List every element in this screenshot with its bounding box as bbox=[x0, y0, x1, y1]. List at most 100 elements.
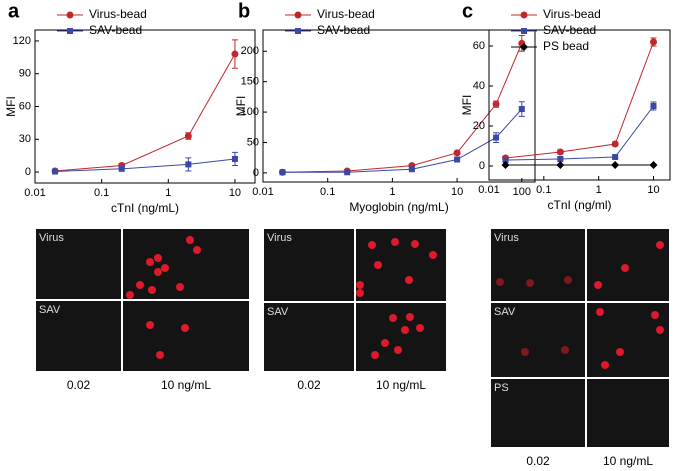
x-tick-label: 0.01 bbox=[24, 187, 45, 199]
bead bbox=[371, 351, 379, 359]
marker bbox=[453, 149, 461, 157]
x-axis-label: cTnI (ng/mL) bbox=[111, 201, 179, 215]
marker bbox=[185, 161, 192, 168]
bead bbox=[594, 281, 602, 289]
marker bbox=[231, 155, 238, 162]
image-column-label: 0.02 bbox=[297, 378, 321, 392]
marker bbox=[649, 38, 657, 46]
legend-label: SAV-bead bbox=[89, 23, 142, 37]
marker bbox=[501, 161, 510, 169]
image-row-label: Virus bbox=[39, 232, 64, 244]
bead bbox=[126, 291, 134, 299]
bead bbox=[146, 258, 154, 266]
y-tick-label: 40 bbox=[473, 80, 485, 92]
marker bbox=[492, 100, 500, 108]
image-column-label: 0.02 bbox=[526, 454, 550, 468]
bead bbox=[374, 261, 382, 269]
x-axis-label: cTnI (ng/ml) bbox=[547, 198, 611, 212]
series-line bbox=[505, 41, 654, 159]
x-tick-label: 1 bbox=[596, 184, 602, 196]
micrograph bbox=[121, 227, 251, 301]
y-tick-label: 30 bbox=[19, 133, 31, 145]
x-tick-label: 10 bbox=[229, 187, 241, 199]
marker bbox=[520, 11, 528, 19]
marker bbox=[612, 154, 619, 160]
marker bbox=[611, 140, 619, 148]
image-row-label: Virus bbox=[267, 232, 292, 244]
series-line bbox=[55, 158, 235, 173]
image-column-label: 10 ng/mL bbox=[603, 454, 653, 468]
bead bbox=[564, 276, 572, 284]
bead bbox=[381, 339, 389, 347]
micrograph bbox=[354, 301, 448, 373]
marker bbox=[556, 161, 565, 169]
x-tick-label: 0.1 bbox=[536, 184, 551, 196]
bead bbox=[616, 348, 624, 356]
bead bbox=[596, 308, 604, 316]
bead bbox=[136, 281, 144, 289]
marker bbox=[67, 28, 73, 34]
image-row-label: Virus bbox=[494, 232, 519, 244]
marker bbox=[520, 43, 528, 51]
image-column-label: 0.02 bbox=[67, 378, 91, 392]
marker bbox=[557, 156, 564, 162]
y-tick-label: 90 bbox=[19, 68, 31, 80]
y-tick-label: 50 bbox=[247, 136, 259, 148]
micrograph bbox=[121, 299, 251, 373]
micrograph bbox=[585, 377, 671, 449]
bead bbox=[651, 311, 659, 319]
legend-label: SAV-bead bbox=[543, 23, 596, 37]
series-line bbox=[282, 108, 523, 173]
bead bbox=[561, 346, 569, 354]
bead bbox=[656, 241, 664, 249]
legend-label: Virus-bead bbox=[317, 7, 375, 21]
y-axis-label: MFI bbox=[460, 95, 474, 116]
bead bbox=[161, 264, 169, 272]
y-tick-label: 120 bbox=[13, 35, 31, 47]
marker bbox=[279, 169, 286, 176]
x-tick-label: 1 bbox=[389, 186, 395, 198]
micrograph bbox=[34, 227, 123, 301]
series-line bbox=[55, 53, 236, 172]
marker bbox=[231, 50, 239, 58]
panel-letter: c bbox=[462, 0, 473, 22]
bead bbox=[186, 236, 194, 244]
bead bbox=[148, 286, 156, 294]
panel-letter: a bbox=[8, 0, 20, 22]
x-tick-label: 0.1 bbox=[94, 187, 109, 199]
bead bbox=[176, 283, 184, 291]
marker bbox=[66, 11, 74, 19]
image-row-label: SAV bbox=[39, 304, 61, 316]
x-tick-label: 10 bbox=[451, 186, 463, 198]
legend-label: PS bead bbox=[543, 39, 589, 53]
image-column-label: 10 ng/mL bbox=[376, 378, 426, 392]
x-tick-label: 0.01 bbox=[252, 186, 273, 198]
bead bbox=[429, 251, 437, 259]
x-tick-label: 0.1 bbox=[320, 186, 335, 198]
bead bbox=[356, 281, 364, 289]
y-tick-label: 60 bbox=[473, 40, 485, 52]
legend-label: SAV-bead bbox=[317, 23, 370, 37]
marker bbox=[294, 11, 302, 19]
y-axis-label: MFI bbox=[4, 96, 18, 117]
image-row-label: SAV bbox=[494, 306, 516, 318]
y-tick-label: 20 bbox=[473, 120, 485, 132]
legend-label: Virus-bead bbox=[543, 7, 601, 21]
marker bbox=[118, 165, 125, 172]
micrograph bbox=[489, 377, 587, 449]
bead bbox=[193, 246, 201, 254]
series-line bbox=[505, 105, 654, 161]
micrograph bbox=[34, 299, 123, 373]
x-axis-label: Myoglobin (ng/mL) bbox=[349, 200, 448, 214]
bead bbox=[405, 276, 413, 284]
y-tick-label: 100 bbox=[241, 106, 259, 118]
marker bbox=[408, 166, 415, 173]
marker bbox=[650, 103, 657, 109]
marker bbox=[502, 157, 509, 163]
marker bbox=[454, 156, 461, 163]
marker bbox=[556, 148, 564, 156]
x-tick-label: 100 bbox=[513, 186, 531, 198]
plot-frame bbox=[488, 29, 671, 181]
bead bbox=[391, 238, 399, 246]
